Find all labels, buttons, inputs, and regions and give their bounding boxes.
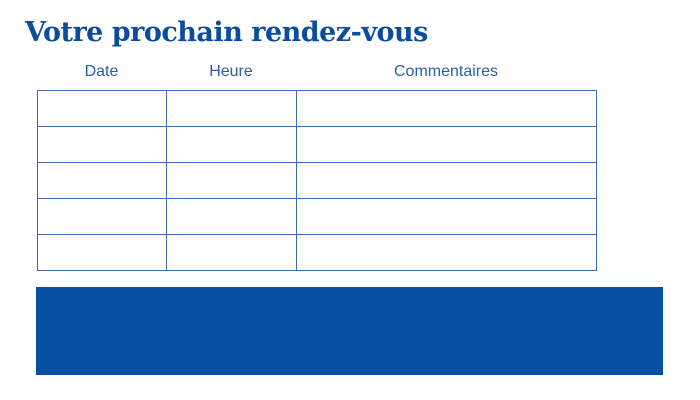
blue-banner [36,287,663,375]
table-row [37,126,597,163]
table-cell[interactable] [296,162,597,199]
table-cell[interactable] [166,162,297,199]
appointment-table [37,90,597,271]
column-header-commentaires: Commentaires [393,63,499,80]
table-cell[interactable] [37,162,167,199]
table-cell[interactable] [37,198,167,235]
table-cell[interactable] [166,126,297,163]
table-cell[interactable] [37,90,167,127]
table-cell[interactable] [166,198,297,235]
table-cell[interactable] [166,90,297,127]
table-cell[interactable] [166,234,297,271]
page-title: Votre prochain rendez-vous [25,17,428,48]
table-row [37,198,597,235]
table-row [37,234,597,271]
column-header-heure: Heure [209,63,253,80]
column-header-date: Date [84,63,119,80]
table-cell[interactable] [296,198,597,235]
table-cell[interactable] [37,234,167,271]
table-row [37,90,597,127]
table-cell[interactable] [296,126,597,163]
table-cell[interactable] [37,126,167,163]
table-row [37,162,597,199]
table-cell[interactable] [296,90,597,127]
table-cell[interactable] [296,234,597,271]
